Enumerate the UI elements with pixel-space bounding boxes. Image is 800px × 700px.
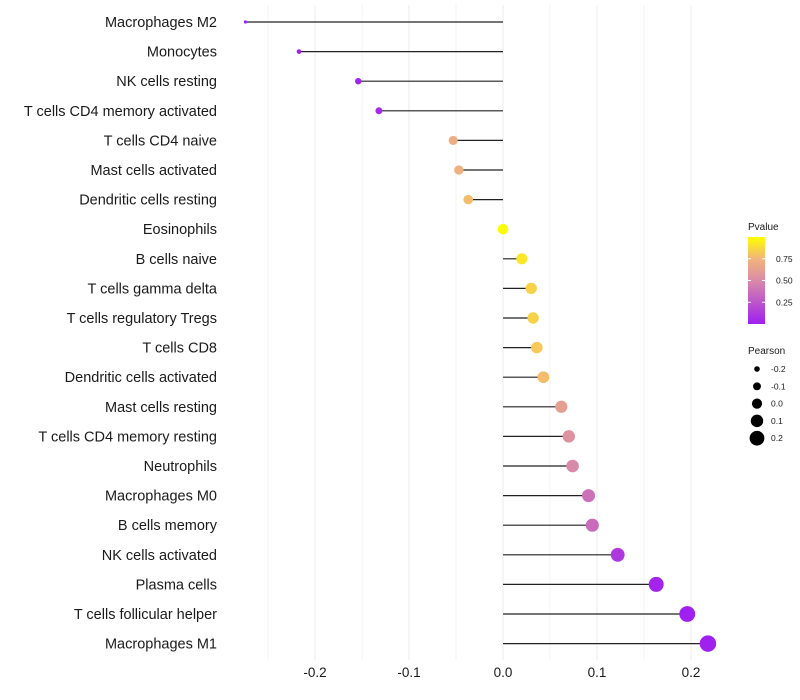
size-legend-label: 0.0	[771, 399, 783, 409]
y-tick-label: T cells gamma delta	[88, 281, 218, 297]
point	[648, 576, 664, 592]
point	[562, 430, 576, 443]
point	[679, 606, 696, 622]
y-tick-label: Mast cells activated	[90, 163, 217, 179]
point	[497, 223, 509, 235]
y-tick-label: T cells CD4 naive	[104, 133, 217, 149]
x-tick-label: 0.0	[494, 665, 513, 680]
point	[375, 107, 383, 115]
size-legend-key	[753, 382, 761, 391]
y-tick-label: T cells follicular helper	[74, 607, 217, 623]
y-tick-label: B cells naive	[136, 252, 217, 268]
y-tick-label: Monocytes	[147, 45, 217, 61]
x-tick-label: -0.2	[303, 665, 326, 680]
size-legend-key	[751, 398, 763, 409]
point	[355, 77, 362, 85]
point	[454, 165, 464, 175]
point	[243, 20, 248, 24]
y-tick-label: Dendritic cells resting	[79, 193, 217, 209]
x-tick-label: 0.2	[682, 665, 701, 680]
size-legend-label: 0.1	[771, 416, 783, 426]
y-tick-label: Plasma cells	[136, 577, 217, 593]
size-legend-key	[754, 366, 760, 372]
y-axis-labels: Macrophages M2 Monocytes NK cells resting T…	[24, 15, 218, 653]
y-tick-label: T cells CD8	[142, 341, 217, 357]
y-tick-label: Dendritic cells activated	[65, 370, 217, 386]
point	[463, 194, 474, 205]
pvalue-legend-title: Pvalue	[748, 222, 779, 233]
y-tick-label: NK cells activated	[102, 548, 217, 564]
point	[582, 489, 596, 503]
colorbar-tick-label: 0.50	[776, 276, 793, 286]
point	[610, 547, 625, 562]
pearson-legend-title: Pearson	[748, 346, 785, 357]
points	[243, 20, 717, 652]
point	[537, 371, 550, 384]
y-tick-label: T cells CD4 memory resting	[38, 429, 217, 445]
y-tick-label: NK cells resting	[116, 74, 217, 90]
y-tick-label: Neutrophils	[144, 459, 217, 475]
point	[566, 459, 579, 473]
x-axis-ticks: -0.2 -0.1 0.0 0.1 0.2	[303, 665, 700, 680]
point	[516, 253, 528, 265]
point	[296, 49, 302, 54]
y-tick-label: Eosinophils	[143, 222, 217, 238]
grid-lines	[267, 5, 692, 660]
y-tick-label: Mast cells resting	[105, 400, 217, 416]
x-tick-label: -0.1	[397, 665, 420, 680]
pvalue-legend: Pvalue 0.25 0.50 0.75	[748, 222, 793, 324]
size-legend-label: -0.1	[771, 381, 786, 391]
y-tick-label: Macrophages M2	[105, 15, 217, 31]
size-legend-key	[749, 430, 765, 446]
x-tick-label: 0.1	[588, 665, 607, 680]
point	[699, 635, 717, 652]
size-legend-label: -0.2	[771, 364, 786, 374]
y-tick-label: T cells regulatory Tregs	[67, 311, 217, 327]
y-tick-label: T cells CD4 memory activated	[24, 104, 217, 120]
size-legend-label: 0.2	[771, 433, 783, 443]
pearson-legend: Pearson -0.2 -0.1 0.0 0.1 0.2	[748, 346, 786, 446]
point	[448, 135, 458, 145]
colorbar-tick-label: 0.25	[776, 297, 793, 307]
stems	[245, 21, 708, 645]
point	[585, 518, 599, 532]
y-tick-label: Macrophages M0	[105, 489, 217, 505]
point	[555, 400, 568, 413]
colorbar-tick-label: 0.75	[776, 254, 793, 264]
pvalue-colorbar	[748, 237, 765, 324]
point	[525, 282, 537, 295]
point	[527, 312, 539, 324]
y-tick-label: Macrophages M1	[105, 637, 217, 653]
y-tick-label: B cells memory	[118, 518, 218, 534]
size-legend-key	[750, 414, 764, 428]
point	[531, 341, 543, 354]
